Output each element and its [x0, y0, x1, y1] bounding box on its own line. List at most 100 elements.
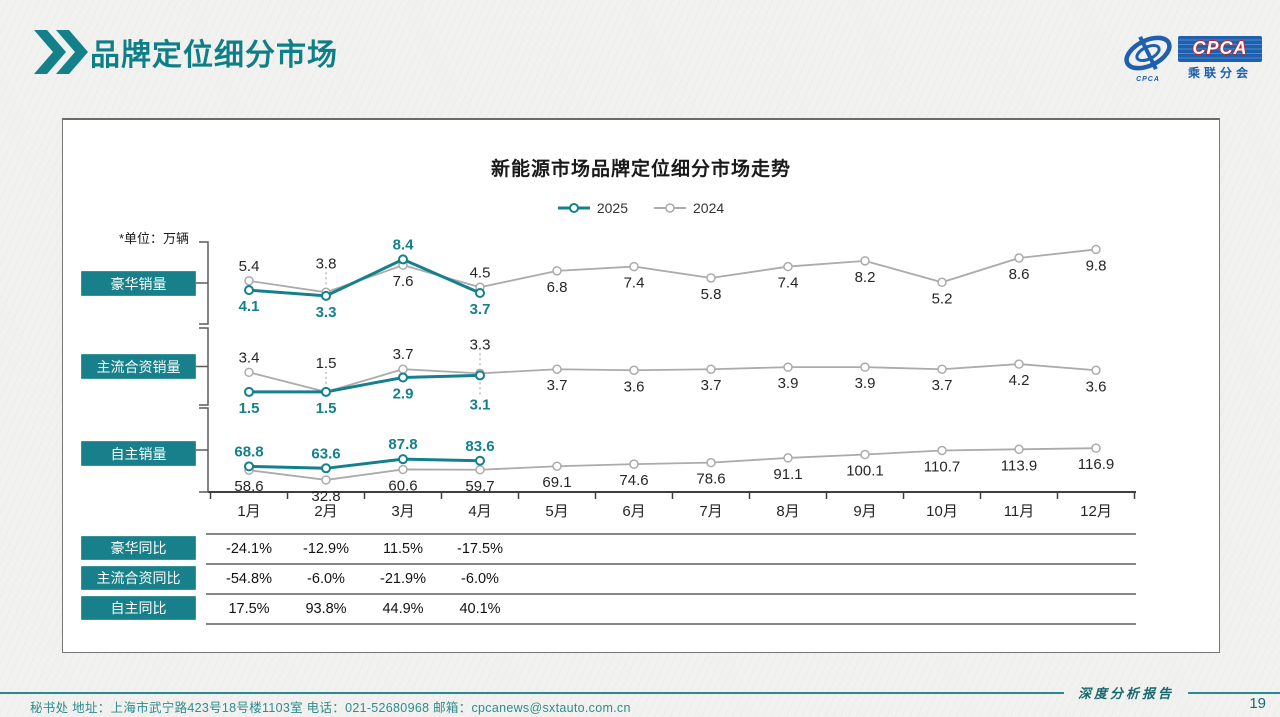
svg-text:74.6: 74.6: [619, 472, 648, 489]
svg-text:6月: 6月: [622, 503, 645, 520]
svg-text:100.1: 100.1: [846, 463, 884, 480]
table-label-mainstream-jv-yoy: 主流合资同比: [81, 566, 196, 590]
svg-text:4月: 4月: [468, 503, 491, 520]
report-type-label: 深度分析报告: [1077, 686, 1174, 701]
svg-text:8.6: 8.6: [1009, 266, 1030, 283]
svg-text:12月: 12月: [1080, 503, 1112, 520]
svg-text:93.8%: 93.8%: [305, 601, 346, 617]
svg-text:-6.0%: -6.0%: [461, 571, 499, 587]
legend-item-2025: 2025: [557, 200, 628, 216]
svg-text:78.6: 78.6: [696, 471, 725, 488]
svg-text:69.1: 69.1: [542, 474, 571, 491]
svg-text:1.5: 1.5: [316, 400, 337, 417]
svg-text:59.7: 59.7: [465, 478, 494, 495]
svg-text:63.6: 63.6: [311, 445, 340, 462]
svg-text:3.4: 3.4: [239, 349, 260, 366]
svg-text:3.8: 3.8: [316, 255, 337, 272]
footer-rule-right: [1188, 691, 1280, 694]
double-chevron-icon: [34, 30, 88, 74]
legend-2025-label: 2025: [596, 200, 628, 216]
footer-contact: 秘书处 地址：上海市武宁路423号18号楼1103室 电话：021-526809…: [30, 701, 631, 715]
table-label-luxury-yoy: 豪华同比: [81, 536, 196, 560]
svg-text:-24.1%: -24.1%: [226, 541, 272, 557]
svg-text:4.1: 4.1: [239, 298, 260, 315]
svg-text:1月: 1月: [237, 503, 260, 520]
svg-text:3.7: 3.7: [470, 301, 491, 318]
svg-text:44.9%: 44.9%: [382, 601, 423, 617]
svg-text:5.2: 5.2: [932, 290, 953, 307]
svg-text:4.2: 4.2: [1009, 372, 1030, 389]
svg-text:4.5: 4.5: [470, 264, 491, 281]
svg-text:-54.8%: -54.8%: [226, 571, 272, 587]
svg-text:-6.0%: -6.0%: [307, 571, 345, 587]
svg-text:60.6: 60.6: [388, 477, 417, 494]
logo-band: CPCA: [1178, 35, 1262, 62]
svg-text:3月: 3月: [391, 503, 414, 520]
svg-text:7.4: 7.4: [778, 275, 799, 292]
chart-legend: 2025 2024: [63, 200, 1219, 216]
svg-text:3.1: 3.1: [470, 396, 491, 413]
cpca-logo: CPCA CPCA 乘联分会: [1120, 33, 1262, 83]
svg-text:1.5: 1.5: [316, 355, 337, 372]
svg-text:5.4: 5.4: [239, 258, 260, 275]
svg-text:3.6: 3.6: [1086, 378, 1107, 395]
svg-text:116.9: 116.9: [1078, 456, 1114, 473]
svg-text:32.8: 32.8: [311, 488, 340, 505]
chart-panel: 新能源市场品牌定位细分市场走势 2025 2024 *单位：万辆 豪华销量 主流…: [62, 118, 1220, 653]
svg-text:11.5%: 11.5%: [383, 541, 423, 557]
logo-oval-small-text: CPCA: [1136, 76, 1160, 83]
legend-2025-marker-icon: [557, 203, 590, 213]
logo-cpca-text: CPCA: [1192, 38, 1248, 58]
row-label-domestic: 自主销量: [81, 441, 196, 466]
footer-report-row: 深度分析报告: [0, 683, 1280, 702]
chart-title: 新能源市场品牌定位细分市场走势: [490, 159, 791, 180]
svg-text:3.3: 3.3: [470, 336, 491, 353]
svg-text:2月: 2月: [314, 503, 337, 520]
svg-text:9.8: 9.8: [1086, 257, 1107, 274]
logo-org-text: 乘联分会: [1187, 65, 1252, 80]
svg-text:7.6: 7.6: [393, 273, 414, 290]
svg-text:11月: 11月: [1004, 503, 1035, 520]
svg-text:10月: 10月: [926, 503, 958, 520]
svg-text:3.3: 3.3: [316, 304, 337, 321]
svg-text:3.9: 3.9: [778, 375, 799, 392]
svg-text:8.4: 8.4: [393, 236, 415, 253]
svg-text:1.5: 1.5: [239, 400, 260, 417]
svg-text:7月: 7月: [699, 503, 722, 520]
page-title: 品牌定位细分市场: [90, 39, 338, 72]
svg-text:113.9: 113.9: [1001, 457, 1037, 474]
svg-text:3.7: 3.7: [393, 346, 414, 363]
legend-2024-label: 2024: [693, 200, 725, 216]
svg-text:40.1%: 40.1%: [459, 601, 500, 617]
svg-text:8.2: 8.2: [855, 269, 876, 286]
svg-text:3.9: 3.9: [855, 375, 876, 392]
svg-text:58.6: 58.6: [234, 478, 263, 495]
svg-text:5月: 5月: [545, 503, 568, 520]
svg-text:-17.5%: -17.5%: [457, 541, 503, 557]
svg-text:87.8: 87.8: [388, 436, 417, 453]
legend-2024-marker-icon: [654, 203, 686, 213]
svg-text:110.7: 110.7: [924, 459, 960, 476]
svg-text:68.8: 68.8: [234, 443, 263, 460]
unit-note: *单位：万辆: [119, 231, 190, 246]
svg-text:91.1: 91.1: [773, 466, 802, 483]
svg-text:2.9: 2.9: [393, 385, 414, 402]
svg-text:8月: 8月: [776, 503, 799, 520]
svg-text:3.7: 3.7: [701, 377, 722, 394]
logo-oval-icon: CPCA: [1120, 33, 1176, 83]
svg-text:-12.9%: -12.9%: [303, 541, 349, 557]
svg-text:17.5%: 17.5%: [228, 601, 269, 617]
svg-text:9月: 9月: [853, 503, 876, 520]
legend-item-2024: 2024: [654, 200, 724, 216]
table-label-domestic-yoy: 自主同比: [81, 596, 196, 620]
trend-chart: 1月 2月 3月 4月 5月 6月 7月 8月 9月 10月 11月 12月 -24.1% -12.9% 1…: [196, 236, 1136, 625]
row-label-luxury: 豪华销量: [81, 271, 196, 296]
svg-text:6.8: 6.8: [547, 279, 568, 296]
svg-text:83.6: 83.6: [465, 438, 494, 455]
footer-rule-left: [0, 691, 1064, 694]
row-label-mainstream-jv: 主流合资销量: [81, 354, 196, 379]
svg-text:3.6: 3.6: [624, 378, 645, 395]
svg-text:-21.9%: -21.9%: [380, 571, 426, 587]
svg-text:7.4: 7.4: [624, 275, 645, 292]
svg-text:3.7: 3.7: [547, 377, 568, 394]
